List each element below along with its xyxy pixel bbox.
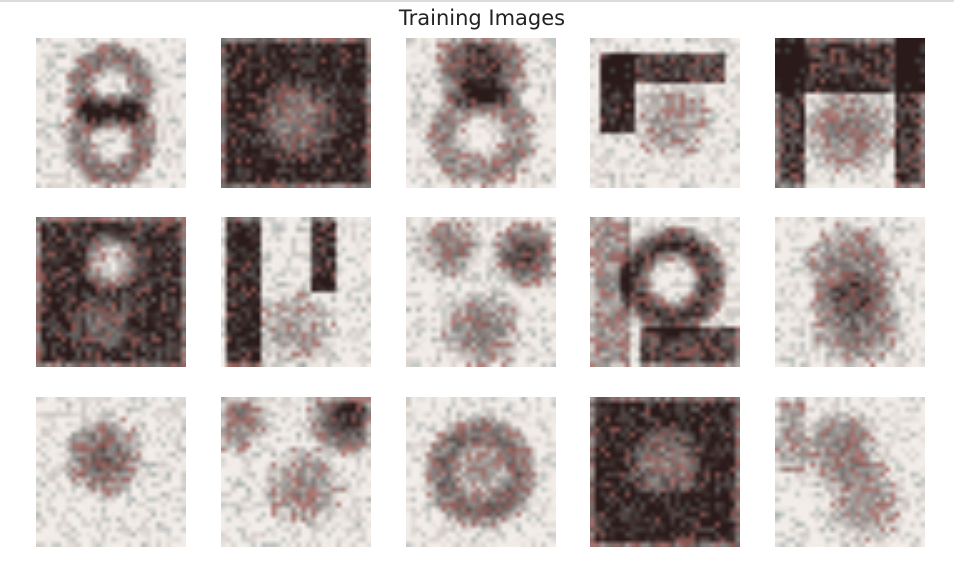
training-image (221, 217, 371, 367)
training-image (36, 397, 186, 547)
training-image (36, 217, 186, 367)
training-image (775, 217, 925, 367)
training-image (36, 38, 186, 188)
training-image (221, 38, 371, 188)
training-image (590, 217, 740, 367)
training-image (406, 217, 556, 367)
training-image (775, 397, 925, 547)
training-image (221, 397, 371, 547)
training-image (590, 38, 740, 188)
training-image (775, 38, 925, 188)
training-image (406, 38, 556, 188)
top-border (0, 0, 954, 2)
training-image (406, 397, 556, 547)
figure-title: Training Images (398, 6, 566, 30)
training-image (590, 397, 740, 547)
